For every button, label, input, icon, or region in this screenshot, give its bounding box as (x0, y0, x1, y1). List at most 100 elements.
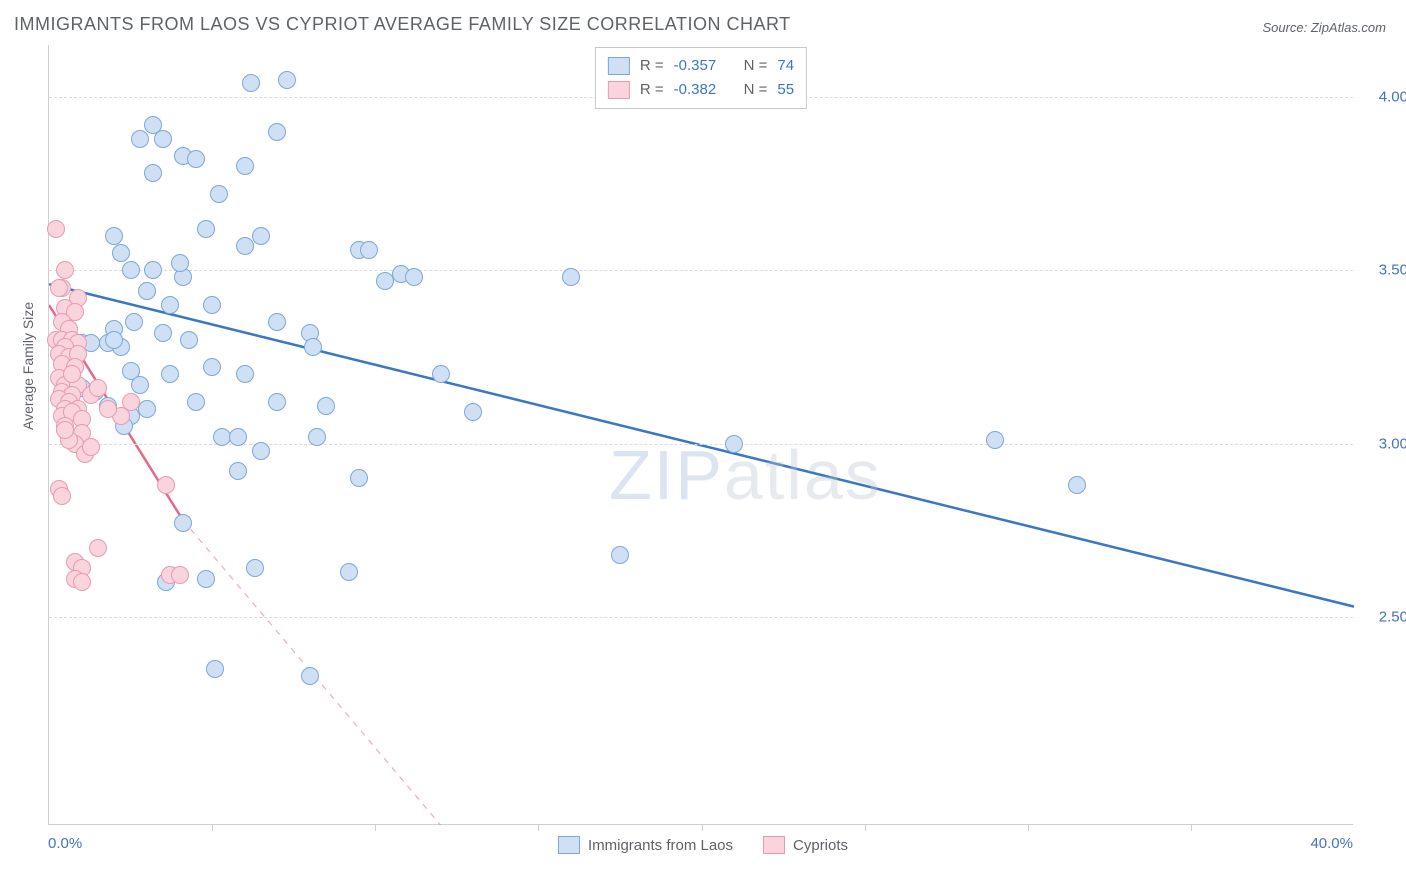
data-point (229, 428, 247, 446)
legend-stat-row: R =-0.357N =74 (608, 54, 794, 78)
data-point (171, 254, 189, 272)
y-tick-label: 4.00 (1379, 89, 1406, 106)
data-point (174, 514, 192, 532)
data-point (187, 393, 205, 411)
data-point (206, 660, 224, 678)
watermark-a: ZIP (609, 436, 724, 514)
data-point (301, 667, 319, 685)
data-point (242, 74, 260, 92)
y-axis-label: Average Family Size (20, 302, 36, 430)
data-point (105, 331, 123, 349)
data-point (138, 282, 156, 300)
legend-series: Immigrants from Laos Cypriots (558, 836, 848, 854)
data-point (112, 244, 130, 262)
watermark-b: atlas (724, 436, 882, 514)
data-point (47, 220, 65, 238)
gridline (49, 617, 1353, 618)
source-attribution: Source: ZipAtlas.com (1262, 20, 1386, 35)
plot-area: R =-0.357N =74R =-0.382N =55 ZIPatlas 2.… (48, 45, 1353, 825)
n-label: N = (744, 78, 768, 102)
x-tick-mark (702, 824, 703, 831)
data-point (304, 338, 322, 356)
chart-title: IMMIGRANTS FROM LAOS VS CYPRIOT AVERAGE … (14, 14, 791, 35)
data-point (197, 220, 215, 238)
data-point (56, 261, 74, 279)
data-point (154, 130, 172, 148)
gridline (49, 270, 1353, 271)
n-value: 74 (777, 54, 794, 78)
y-tick-label: 3.00 (1379, 435, 1406, 452)
data-point (278, 71, 296, 89)
x-tick-mark (1191, 824, 1192, 831)
data-point (161, 296, 179, 314)
data-point (1068, 476, 1086, 494)
data-point (562, 268, 580, 286)
data-point (180, 331, 198, 349)
data-point (268, 393, 286, 411)
data-point (246, 559, 264, 577)
data-point (268, 123, 286, 141)
source-prefix: Source: (1262, 20, 1310, 35)
data-point (99, 400, 117, 418)
data-point (63, 365, 81, 383)
data-point (187, 150, 205, 168)
legend-series-item: Immigrants from Laos (558, 836, 733, 854)
data-point (131, 130, 149, 148)
r-value: -0.357 (674, 54, 734, 78)
data-point (144, 164, 162, 182)
data-point (210, 185, 228, 203)
data-point (340, 563, 358, 581)
x-axis-min-label: 0.0% (48, 835, 82, 852)
data-point (405, 268, 423, 286)
data-point (213, 428, 231, 446)
n-value: 55 (777, 78, 794, 102)
data-point (56, 421, 74, 439)
data-point (144, 261, 162, 279)
data-point (360, 241, 378, 259)
data-point (89, 539, 107, 557)
data-point (197, 570, 215, 588)
data-point (611, 546, 629, 564)
data-point (236, 237, 254, 255)
y-tick-label: 3.50 (1379, 262, 1406, 279)
data-point (122, 261, 140, 279)
x-tick-mark (1028, 824, 1029, 831)
x-axis-max-label: 40.0% (1310, 835, 1353, 852)
data-point (350, 469, 368, 487)
x-tick-mark (212, 824, 213, 831)
data-point (157, 476, 175, 494)
data-point (203, 358, 221, 376)
data-point (986, 431, 1004, 449)
data-point (308, 428, 326, 446)
data-point (432, 365, 450, 383)
data-point (376, 272, 394, 290)
data-point (131, 376, 149, 394)
x-tick-mark (865, 824, 866, 831)
data-point (268, 313, 286, 331)
data-point (125, 313, 143, 331)
watermark: ZIPatlas (609, 435, 882, 515)
legend-series-item: Cypriots (763, 836, 848, 854)
data-point (252, 227, 270, 245)
legend-swatch (608, 57, 630, 75)
data-point (171, 566, 189, 584)
r-value: -0.382 (674, 78, 734, 102)
source-name: ZipAtlas.com (1311, 20, 1386, 35)
data-point (161, 365, 179, 383)
legend-series-label: Immigrants from Laos (588, 837, 733, 854)
legend-swatch (558, 836, 580, 854)
data-point (105, 227, 123, 245)
data-point (203, 296, 221, 314)
data-point (464, 403, 482, 421)
n-label: N = (744, 54, 768, 78)
data-point (236, 157, 254, 175)
data-point (73, 573, 91, 591)
gridline (49, 444, 1353, 445)
data-point (50, 279, 68, 297)
data-point (138, 400, 156, 418)
data-point (236, 365, 254, 383)
data-point (229, 462, 247, 480)
data-point (89, 379, 107, 397)
r-label: R = (640, 78, 664, 102)
legend-series-label: Cypriots (793, 837, 848, 854)
